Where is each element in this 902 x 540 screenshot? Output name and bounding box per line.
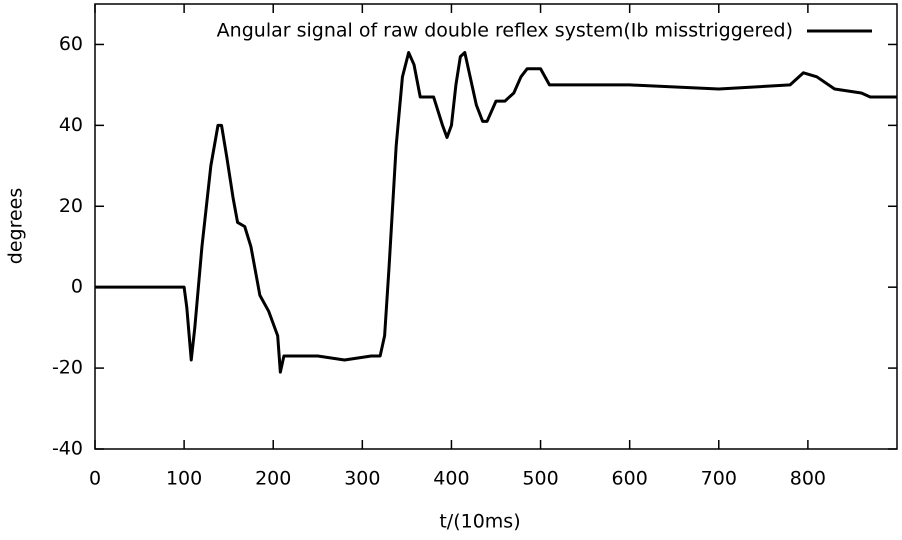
legend-label: Angular signal of raw double reflex syst… bbox=[217, 20, 793, 42]
x-tick-label: 400 bbox=[433, 468, 469, 490]
x-tick-label: 300 bbox=[344, 468, 380, 490]
x-tick-label: 700 bbox=[701, 468, 737, 490]
x-tick-label: 600 bbox=[612, 468, 648, 490]
y-axis-label: degrees bbox=[5, 188, 27, 264]
y-tick-label: 20 bbox=[59, 195, 83, 217]
y-tick-label: 60 bbox=[59, 33, 83, 55]
plot-frame bbox=[94, 3, 898, 450]
x-axis-label: t/(10ms) bbox=[439, 511, 520, 533]
y-tick-label: 40 bbox=[59, 114, 83, 136]
y-tick-label: -40 bbox=[52, 438, 83, 460]
y-tick-label: 0 bbox=[71, 276, 83, 298]
x-tick-label: 0 bbox=[89, 468, 101, 490]
x-tick-label: 200 bbox=[255, 468, 291, 490]
x-tick-label: 100 bbox=[166, 468, 202, 490]
x-tick-label: 800 bbox=[790, 468, 826, 490]
data-line bbox=[95, 51, 897, 374]
y-tick-label: -20 bbox=[52, 357, 83, 379]
x-tick-label: 500 bbox=[522, 468, 558, 490]
